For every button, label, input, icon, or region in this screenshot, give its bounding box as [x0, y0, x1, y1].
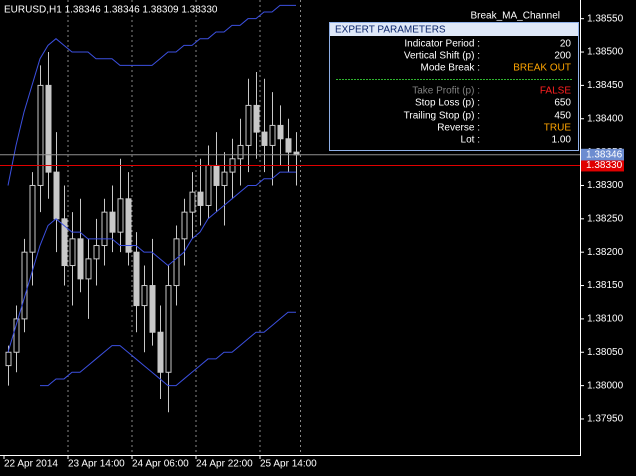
band-middle: [7, 171, 296, 353]
param-value: 1.00: [552, 135, 572, 146]
candle-body: [101, 211, 108, 247]
y-tick-label: 1.38000: [587, 380, 624, 391]
param-label: Indicator Period :: [404, 39, 480, 50]
close-label: 1.38330: [586, 160, 623, 171]
y-tick-label: 1.38250: [587, 213, 624, 224]
candle-body: [277, 124, 284, 140]
band-upper: [7, 4, 296, 186]
candle-body: [213, 164, 220, 186]
y-tick-label: 1.38100: [587, 314, 624, 325]
y-tick-label: 1.38400: [587, 113, 624, 124]
candle-body: [253, 104, 260, 133]
param-label: Reverse :: [437, 123, 480, 134]
param-value: 200: [554, 51, 571, 62]
x-tick-label: 22 Apr 2014: [4, 459, 58, 470]
y-tick-label: 1.38450: [587, 80, 624, 91]
candle-body: [245, 104, 252, 146]
candle-body: [53, 171, 60, 220]
y-tick-label: 1.38150: [587, 280, 624, 291]
band-lower: [40, 311, 296, 387]
y-tick-label: 1.37950: [587, 414, 624, 425]
candle-body: [5, 351, 12, 367]
candle-body: [29, 184, 36, 253]
candle-body: [285, 138, 292, 153]
candle-body: [125, 198, 132, 253]
bid-label: 1.38346: [586, 149, 623, 160]
param-label: Mode Break :: [421, 63, 480, 74]
candle-body: [181, 211, 188, 240]
panel-title: EXPERT PARAMETERS: [335, 25, 446, 36]
x-tick-label: 23 Apr 14:00: [68, 459, 125, 470]
param-label: Trailing Stop (p) :: [404, 111, 480, 122]
candle-body: [205, 164, 212, 206]
param-value: TRUE: [544, 123, 572, 134]
bid-tag: [581, 148, 624, 161]
candle-body: [37, 84, 44, 186]
candle-body: [133, 251, 140, 307]
candle-body: [141, 285, 148, 307]
candle-body: [61, 218, 68, 267]
candle-body: [237, 144, 244, 160]
candle-body: [197, 191, 204, 206]
param-value: 650: [554, 98, 571, 109]
candle-body: [109, 211, 116, 233]
candle-body: [165, 285, 172, 373]
candle-body: [77, 238, 84, 280]
x-tick-label: 24 Apr 06:00: [132, 459, 189, 470]
close-tag: [581, 160, 624, 172]
candle-body: [221, 171, 228, 186]
param-label: Lot :: [461, 135, 480, 146]
param-value: 20: [560, 39, 572, 50]
param-label: Take Profit (p) :: [412, 86, 480, 97]
candle-body: [269, 124, 276, 146]
candle-body: [93, 245, 100, 260]
candle-body: [117, 198, 124, 233]
y-tick-label: 1.38550: [587, 13, 624, 24]
candle-body: [21, 251, 28, 320]
candle-body: [45, 84, 52, 173]
candle-body: [173, 238, 180, 287]
param-label: Stop Loss (p) :: [415, 98, 480, 109]
y-tick-label: 1.38200: [587, 247, 624, 258]
y-tick-label: 1.38500: [587, 47, 624, 58]
candle-body: [261, 131, 268, 146]
plot: [5, 0, 300, 455]
x-tick-label: 25 Apr 14:00: [260, 459, 317, 470]
panel-frame: [329, 22, 579, 151]
param-label: Vertical Shift (p) :: [404, 51, 480, 62]
candle-body: [85, 258, 92, 280]
panel: EXPERT PARAMETERS: [329, 22, 579, 151]
y-tick-label: 1.38050: [587, 347, 624, 358]
candle-body: [69, 238, 76, 267]
candle-body: [189, 191, 196, 213]
symbol-info: EURUSD,H1 1.38346 1.38346 1.38309 1.3833…: [4, 5, 218, 16]
candle-body: [13, 318, 20, 353]
y-tick-label: 1.38300: [587, 180, 624, 191]
candle-body: [149, 285, 156, 333]
param-value: BREAK OUT: [513, 63, 571, 74]
indicator-name: Break_MA_Channel: [471, 11, 561, 22]
panel-titlebar: [330, 23, 578, 36]
param-value: FALSE: [540, 86, 571, 97]
param-value: 450: [554, 111, 571, 122]
x-tick-label: 24 Apr 22:00: [196, 459, 253, 470]
candle-body: [157, 331, 164, 373]
